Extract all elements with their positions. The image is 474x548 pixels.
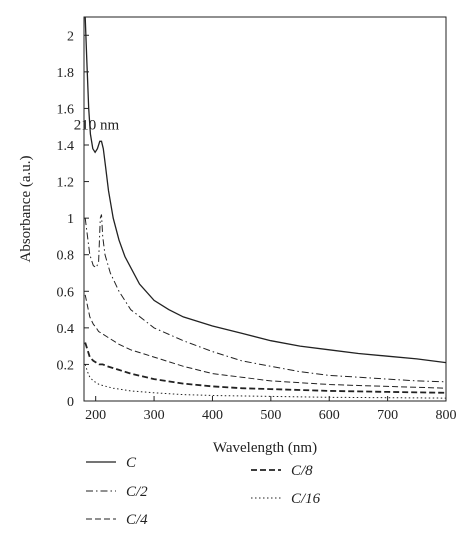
- x-tick-label: 400: [202, 408, 223, 423]
- series-layer: [84, 16, 447, 399]
- plot-frame: [83, 16, 447, 402]
- legend: C C/2 C/4 C/8 C/16: [86, 455, 321, 528]
- x-tick-label: 500: [260, 408, 281, 423]
- x-tick-label: 300: [144, 408, 165, 423]
- x-tick-label: 700: [377, 408, 398, 423]
- peak-annotation: 210 nm: [74, 117, 120, 133]
- y-tick-label: 0.2: [57, 358, 75, 373]
- series-line-2: [84, 214, 447, 383]
- axes: [83, 16, 447, 402]
- x-tick-label: 800: [436, 408, 457, 423]
- y-tick-label: 0.4: [57, 322, 75, 337]
- y-tick-label: 1.8: [57, 66, 75, 81]
- y-tick-label: 1.2: [57, 176, 75, 191]
- y-tick-label: 0.6: [57, 285, 75, 300]
- legend-label: C: [126, 455, 137, 471]
- series-line-4: [84, 342, 447, 394]
- x-axis-ticks: 200 300 400 500 600 700 800: [85, 396, 457, 423]
- series-line-3: [84, 294, 447, 389]
- y-tick-label: 0: [67, 395, 74, 410]
- legend-label: C/8: [291, 463, 313, 479]
- x-tick-label: 200: [85, 408, 106, 423]
- y-tick-label: 2: [67, 29, 74, 44]
- y-tick-label: 1: [67, 212, 74, 227]
- y-tick-label: 1.4: [57, 139, 75, 154]
- legend-label: C/4: [126, 512, 148, 528]
- legend-label: C/2: [126, 484, 148, 500]
- y-axis-ticks: 0 0.2 0.4 0.6 0.8 1 1.2 1.4 1.6 1.8 2: [57, 29, 89, 410]
- series-line-1: [84, 16, 447, 364]
- y-tick-label: 1.6: [57, 102, 75, 117]
- x-axis-label: Wavelength (nm): [213, 440, 317, 456]
- legend-label: C/16: [291, 491, 321, 507]
- y-axis-label: Absorbance (a.u.): [18, 155, 34, 262]
- y-tick-label: 0.8: [57, 249, 75, 264]
- x-tick-label: 600: [319, 408, 340, 423]
- series-line-5: [84, 364, 447, 399]
